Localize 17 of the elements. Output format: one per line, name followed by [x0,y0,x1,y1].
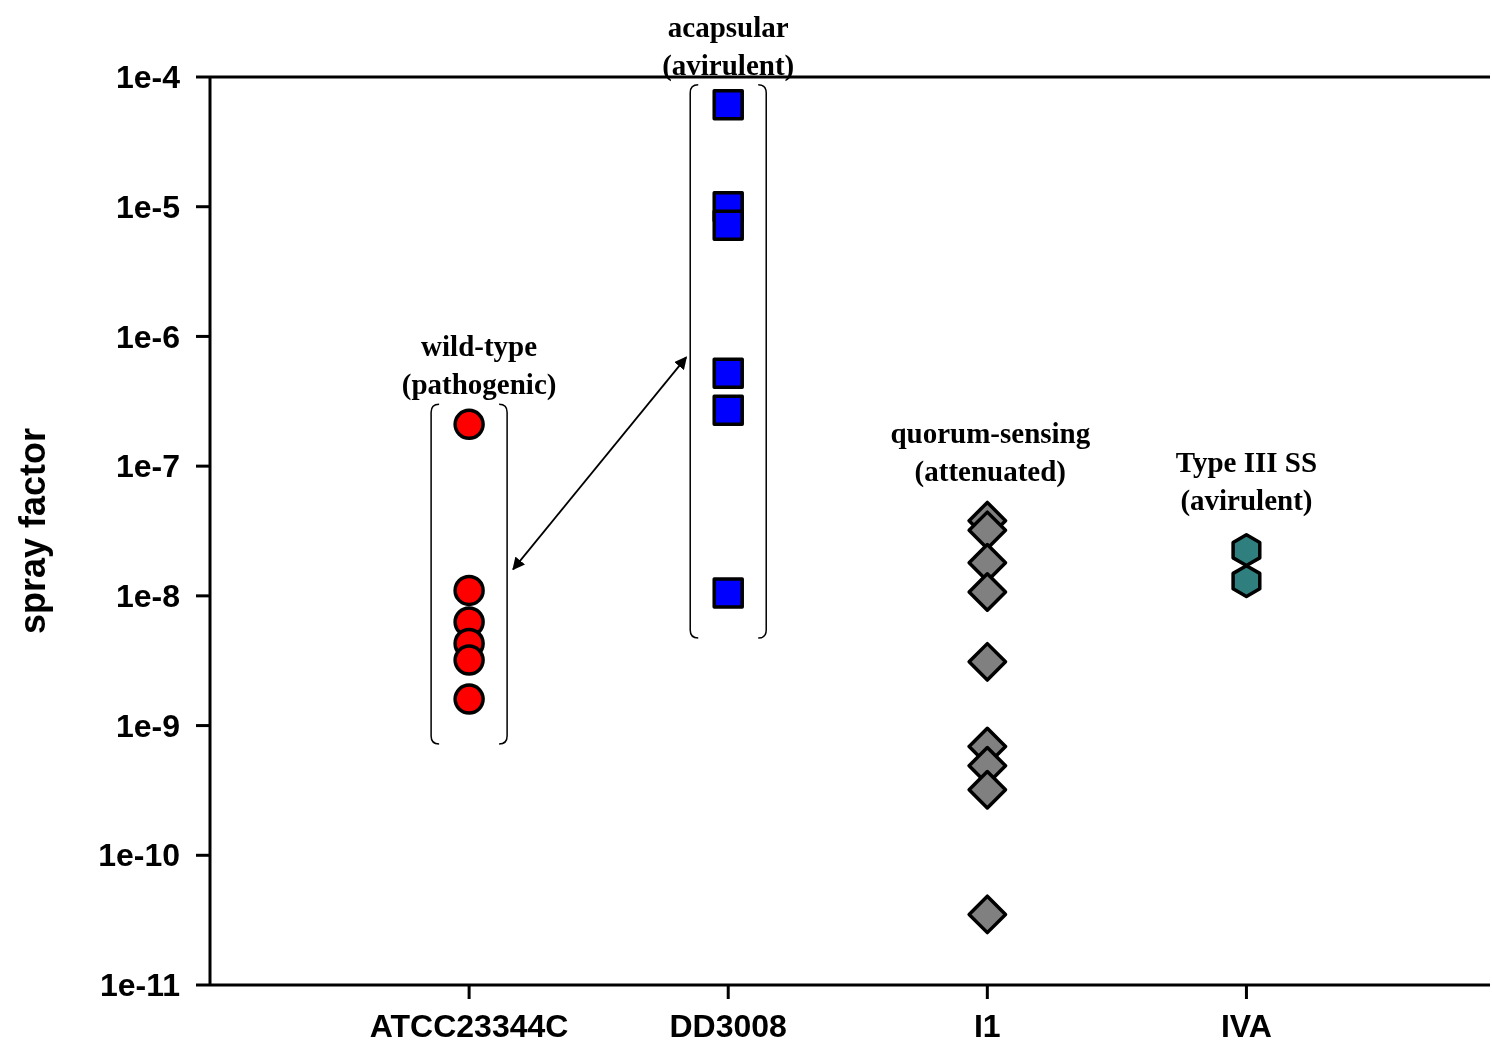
annotation: wild-type (pathogenic) [401,330,557,402]
y-tick-label: 1e-11 [99,967,180,1004]
x-tick-label: I1 [973,1008,1001,1044]
annotation: quorum-sensing (attenuated) [890,416,1091,488]
x-tick-label: DD3008 [669,1008,787,1044]
y-tick-label: 1e-8 [115,578,180,615]
x-tick-label: ATCC23344C [369,1008,569,1044]
y-tick-label: 1e-7 [115,448,180,485]
y-tick-label: 1e-10 [98,837,180,874]
y-tick-label: 1e-4 [115,59,181,96]
y-tick-label: 1e-5 [115,188,180,225]
annotation: Type III SS (avirulent) [1175,446,1318,518]
y-tick-label: 1e-9 [115,707,180,744]
annotation: acapsular (avirulent) [662,10,795,82]
y-tick-label: 1e-6 [115,318,180,355]
x-tick-label: IVA [1220,1008,1272,1044]
y-axis-title: spray factor [12,427,53,635]
